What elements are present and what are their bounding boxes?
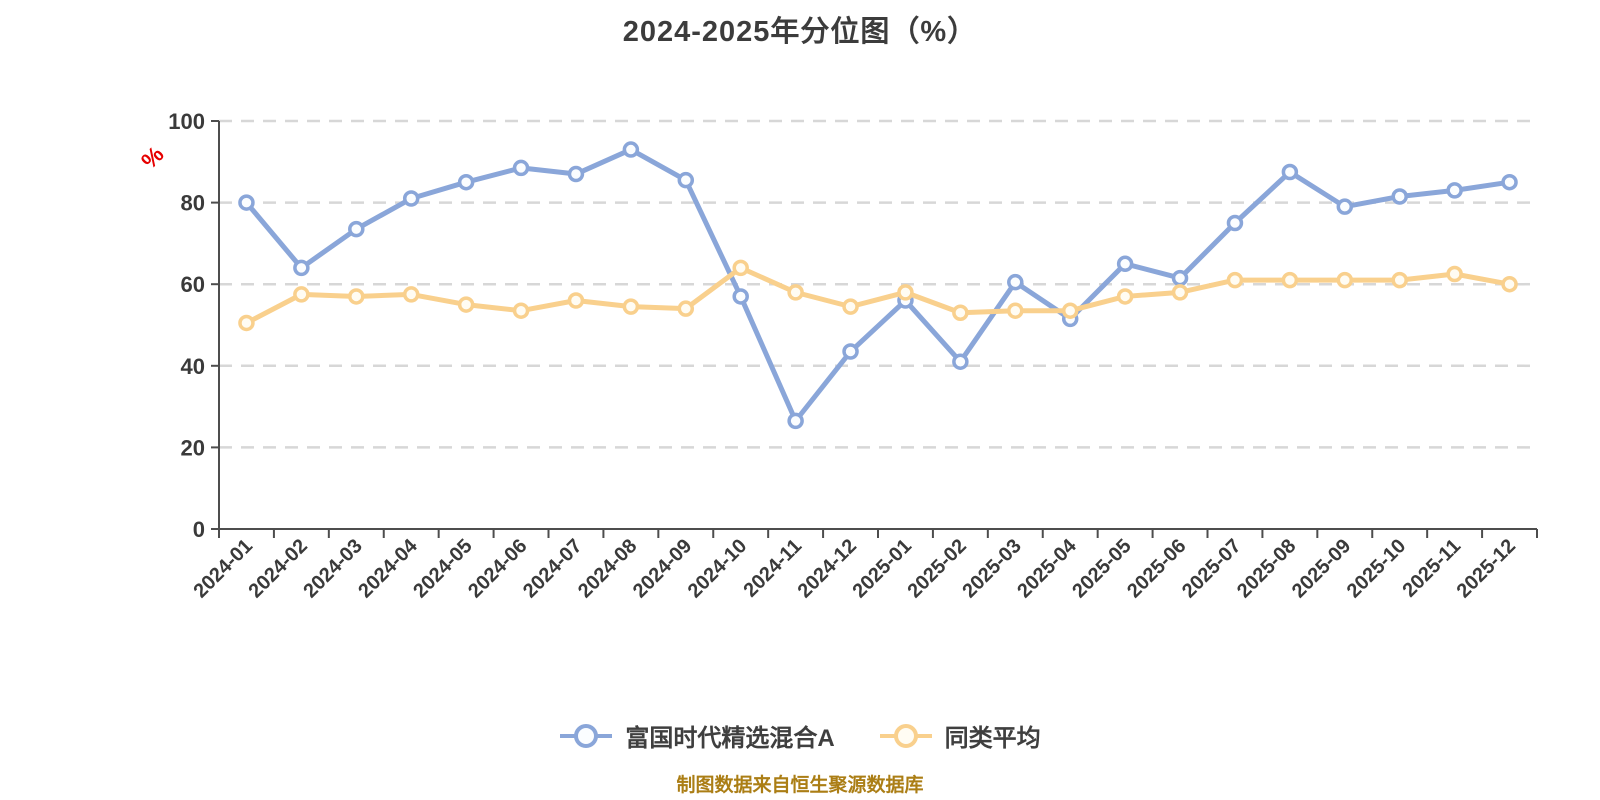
average-series-line [243,265,1513,326]
x-tick-label: 2024-07 [519,535,586,602]
chart-legend: 富国时代精选混合A 同类平均 [0,718,1600,753]
x-tick-label: 2024-06 [464,535,531,602]
average-data-point-marker [1391,271,1408,289]
fund-data-point-marker [348,220,365,238]
y-tick-label: 80 [181,191,205,216]
fund-data-point-marker [1336,198,1354,215]
fund-data-point-marker [1281,163,1299,181]
average-data-point-marker [293,286,310,303]
average-data-point-marker [1116,288,1134,305]
legend-item-average[interactable]: 同类平均 [879,718,1041,753]
legend-label-fund: 富国时代精选混合A [625,725,835,752]
x-tick-label: 2024-10 [684,535,751,602]
x-tick-label: 2024-03 [299,535,366,602]
x-tick-label: 2024-12 [794,535,861,602]
x-tick-label: 2025-09 [1288,535,1355,602]
average-data-point-marker [1281,271,1299,289]
fund-data-point-marker [622,141,640,158]
fund-data-point-marker [787,412,804,430]
average-data-point-marker [1446,265,1463,283]
average-data-point-marker [348,288,365,305]
x-tick-label: 2025-10 [1343,535,1410,602]
average-data-point-marker [238,314,255,332]
y-tick-label: 40 [181,354,205,379]
average-data-point-marker [1336,271,1354,289]
fund-data-point-marker [1116,255,1134,273]
fund-data-point-marker [732,288,749,305]
fund-data-point-marker [293,259,310,277]
fund-data-point-marker [457,173,475,191]
fund-data-point-marker [567,165,585,183]
average-data-point-marker [732,259,749,277]
fund-data-point-marker [1226,214,1244,232]
x-tick-label: 2024-02 [244,535,311,602]
chart-title: 2024-2025年分位图（%） [622,16,978,48]
average-data-point-marker [952,304,969,322]
average-data-point-marker [787,284,804,301]
fund-data-point-marker [1446,182,1463,199]
data-source-caption: 制图数据来自恒生聚源数据库 [676,775,924,796]
fund-data-point-marker [1007,273,1024,291]
fund-data-point-marker [1391,188,1408,205]
fund-series-marker-icon [560,723,613,748]
y-tick-label: 20 [181,435,205,460]
x-tick-label: 2025-01 [849,535,916,602]
fund-data-point-marker [677,171,695,189]
y-tick-label: 100 [168,109,205,134]
average-data-point-marker [402,286,420,303]
x-tick-label: 2025-04 [1013,534,1081,602]
average-data-point-marker [677,300,695,317]
fund-data-point-marker [512,159,530,177]
average-data-point-marker [842,298,859,315]
average-data-point-marker [1501,275,1518,293]
fund-data-point-marker [402,190,420,207]
x-tick-label: 2025-08 [1233,535,1300,602]
x-tick-label: 2024-11 [739,535,806,602]
fund-data-point-marker [1171,269,1189,287]
average-data-point-marker [1171,284,1189,301]
fund-data-point-marker [842,343,859,360]
y-axis-unit-label: % [136,141,169,174]
average-data-point-marker [1007,302,1024,319]
legend-item-fund[interactable]: 富国时代精选混合A [559,718,835,753]
y-tick-label: 60 [181,272,205,297]
x-tick-label: 2025-02 [903,535,970,602]
fund-data-point-marker [952,353,969,370]
x-tick-label: 2024-05 [409,535,476,602]
average-data-point-marker [567,292,585,309]
x-tick-label: 2025-12 [1453,535,1520,602]
average-data-point-marker [1061,302,1079,319]
percentile-line-chart: 0 20 40 60 80 100 2024-012024-022024-032024-04… [136,109,1538,602]
legend-label-average: 同类平均 [944,725,1041,752]
fund-data-point-marker [238,194,255,211]
x-tick-label: 2024-08 [574,535,641,602]
average-data-point-marker [897,284,914,301]
x-tick-label: 2025-05 [1068,535,1135,602]
x-tick-label: 2024-04 [354,534,422,602]
y-tick-label: 0 [193,517,205,542]
average-series-marker-icon [879,723,932,748]
average-data-point-marker [622,298,640,315]
x-tick-label: 2025-07 [1178,535,1245,602]
x-tick-label: 2024-09 [629,535,696,602]
average-data-point-marker [512,302,530,319]
average-data-point-marker [1226,271,1244,289]
average-data-point-marker [457,296,475,313]
fund-data-point-marker [1501,173,1518,191]
x-tick-label: 2024-01 [190,535,257,602]
x-tick-label: 2025-11 [1398,535,1465,602]
x-tick-label: 2025-03 [958,535,1025,602]
x-tick-label: 2025-06 [1123,535,1190,602]
fund-series-line [243,147,1513,424]
